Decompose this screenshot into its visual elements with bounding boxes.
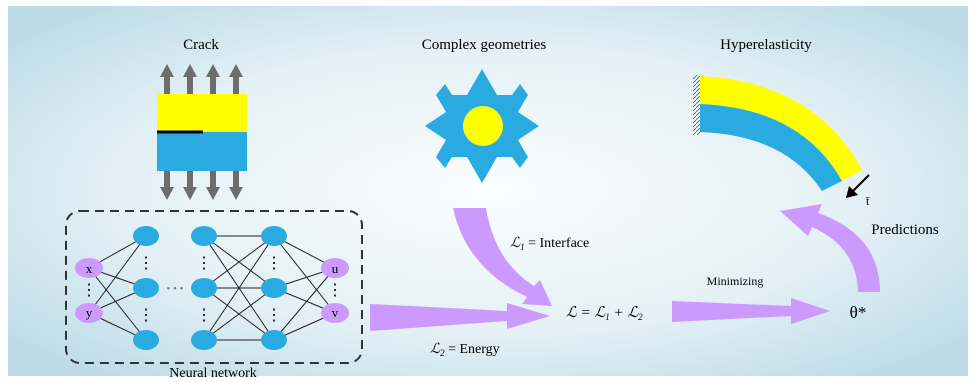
neuron <box>133 278 159 298</box>
network-title: Neural network <box>169 366 256 381</box>
input-label-x: x <box>86 261 93 276</box>
hidden-layer-1 <box>133 226 159 350</box>
hdots-icon: • • • <box>166 283 183 295</box>
total-loss-equation: ℒ = ℒ1 + ℒ2 <box>566 305 643 322</box>
up-arrow-icon <box>183 64 197 94</box>
clamped-support <box>693 75 700 135</box>
traction-arrow-icon <box>846 174 870 198</box>
snowflake-hole <box>463 106 503 146</box>
down-arrow-icon <box>229 171 243 200</box>
vdots-icon: ⋮ <box>138 307 154 324</box>
crack-top-arrows <box>160 64 243 94</box>
up-arrow-icon <box>206 64 220 94</box>
neuron <box>191 226 217 246</box>
neuron <box>191 330 217 350</box>
output-node-u <box>321 258 349 278</box>
crack-bottom-arrows <box>160 171 243 200</box>
traction-label: t̄ <box>866 194 870 208</box>
input-node-x <box>75 258 103 278</box>
input-node-y <box>75 303 103 323</box>
up-arrow-icon <box>160 64 174 94</box>
hyperelasticity-title: Hyperelasticity <box>720 37 812 53</box>
vdots-icon: ⋮ <box>81 282 97 299</box>
layer-vdots: ⋮ ⋮ ⋮ ⋮ ⋮ ⋮ ⋮ ⋮ <box>81 255 343 324</box>
input-label-y: y <box>86 305 93 320</box>
network-frame <box>65 210 363 364</box>
beam-yellow-layer <box>700 76 862 181</box>
input-layer: x y <box>75 258 103 323</box>
neuron <box>191 278 217 298</box>
down-arrow-icon <box>206 171 220 200</box>
interface-equation: ℒ1 = Interface <box>510 236 589 252</box>
vdots-icon: ⋮ <box>266 255 282 272</box>
neuron <box>261 330 287 350</box>
crack-blue-layer <box>157 132 247 171</box>
arrow-interface <box>453 208 552 306</box>
hidden-layer-3 <box>261 226 287 350</box>
down-arrow-icon <box>183 171 197 200</box>
output-node-v <box>321 303 349 323</box>
crack-yellow-layer <box>157 94 247 132</box>
output-label-v: v <box>332 305 339 320</box>
neuron <box>261 278 287 298</box>
neuron <box>133 330 159 350</box>
down-arrow-icon <box>160 171 174 200</box>
minimizing-label: Minimizing <box>707 274 764 288</box>
vdots-icon: ⋮ <box>266 307 282 324</box>
snowflake-shape <box>425 69 539 183</box>
theta-star-label: θ* <box>850 303 867 322</box>
hidden-layer-2 <box>191 226 217 350</box>
output-layer: u v <box>321 258 349 323</box>
up-arrow-icon <box>229 64 243 94</box>
output-label-u: u <box>332 261 339 276</box>
predictions-label: Predictions <box>871 222 939 238</box>
arrow-predictions <box>780 204 880 292</box>
geometries-title: Complex geometries <box>422 37 547 53</box>
arrow-energy <box>370 303 550 331</box>
vdots-icon: ⋮ <box>196 255 212 272</box>
vdots-icon: ⋮ <box>138 255 154 272</box>
energy-equation: ℒ2 = Energy <box>430 342 500 358</box>
neuron <box>261 226 287 246</box>
crack-title: Crack <box>183 37 219 53</box>
vdots-icon: ⋮ <box>196 307 212 324</box>
arrow-minimizing <box>672 298 830 324</box>
neuron <box>133 226 159 246</box>
beam-blue-layer <box>700 104 842 191</box>
vdots-icon: ⋮ <box>327 282 343 299</box>
